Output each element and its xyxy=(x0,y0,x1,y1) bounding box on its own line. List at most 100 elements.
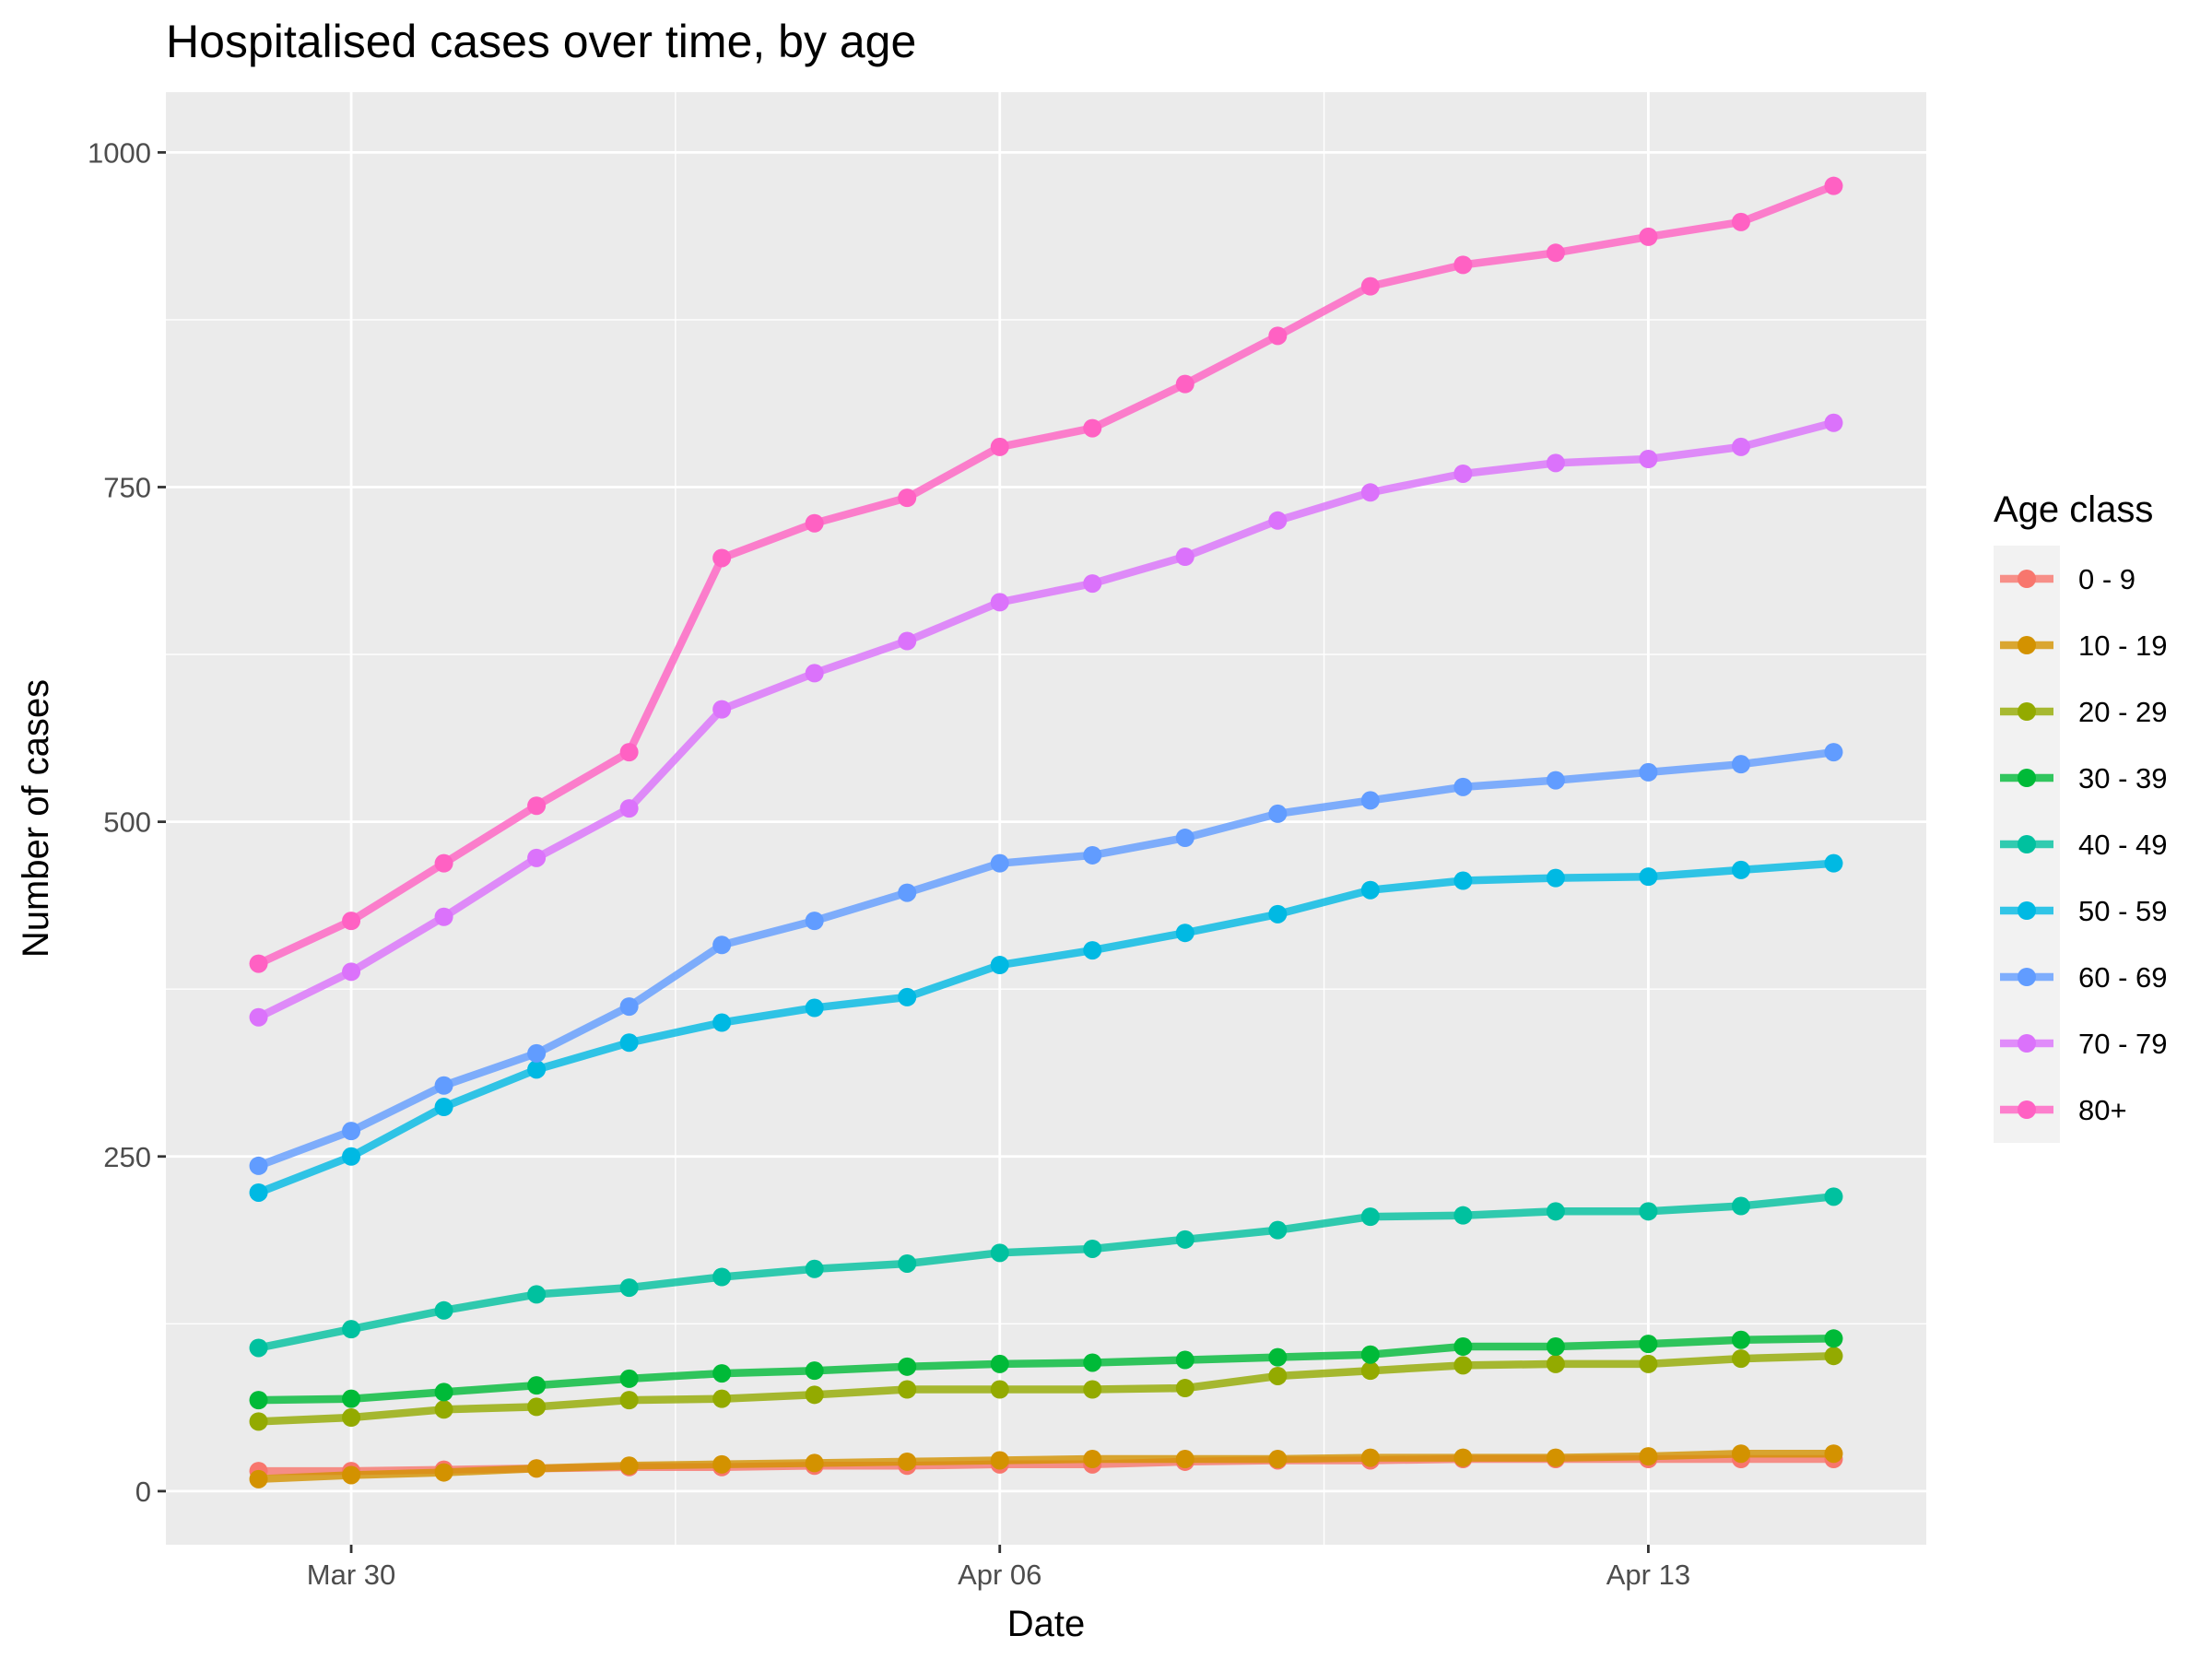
series-line-80 xyxy=(256,182,1836,968)
data-point xyxy=(1546,771,1565,790)
data-point xyxy=(1824,176,1843,195)
data-point xyxy=(1546,1448,1565,1467)
data-point xyxy=(898,1253,917,1273)
series-line-40-49 xyxy=(257,1193,1834,1352)
legend-key-point xyxy=(2018,636,2036,654)
data-point xyxy=(805,1385,824,1405)
series-40-49 xyxy=(249,1187,1843,1358)
legend-label: 20 - 29 xyxy=(2078,696,2168,728)
data-point xyxy=(619,997,639,1017)
legend-title: Age class xyxy=(1994,489,2153,530)
data-point xyxy=(1360,880,1380,900)
data-point xyxy=(712,700,732,719)
data-point xyxy=(249,1156,268,1175)
data-point xyxy=(527,848,547,867)
data-point xyxy=(805,664,824,683)
legend-item: 40 - 49 xyxy=(2000,829,2168,861)
data-point xyxy=(712,1013,732,1032)
x-tick-label: Apr 13 xyxy=(1606,1559,1690,1591)
data-point xyxy=(898,1452,917,1471)
x-axis: Mar 30 Apr 06 Apr 13 xyxy=(307,1545,1690,1591)
y-axis-title: Number of cases xyxy=(16,679,56,958)
data-point xyxy=(434,853,453,873)
data-point xyxy=(1824,1347,1843,1366)
data-point xyxy=(527,1043,547,1063)
data-point xyxy=(1453,1448,1473,1467)
data-point xyxy=(1453,1206,1473,1225)
series-60-69 xyxy=(249,743,1843,1175)
data-point xyxy=(1731,860,1750,879)
data-point xyxy=(1268,511,1288,530)
data-point xyxy=(1360,791,1380,810)
legend-item: 10 - 19 xyxy=(2000,629,2168,662)
data-point xyxy=(805,1453,824,1473)
data-point xyxy=(1453,1337,1473,1357)
data-point xyxy=(1731,212,1750,231)
data-point xyxy=(434,1463,453,1482)
data-point xyxy=(898,1380,917,1399)
legend-label: 10 - 19 xyxy=(2078,629,2168,662)
data-point xyxy=(1639,449,1658,468)
data-point xyxy=(712,1389,732,1408)
legend: Age class 0 - 9 10 - 19 20 - 29 30 - 39 40 -… xyxy=(1994,489,2168,1143)
data-point xyxy=(342,1408,361,1428)
y-tick-label: 1000 xyxy=(88,136,151,169)
data-point xyxy=(619,1391,639,1410)
data-point xyxy=(1546,868,1565,888)
data-point xyxy=(1546,453,1565,473)
data-point xyxy=(249,954,268,973)
series-line-60-69 xyxy=(257,747,1835,1170)
data-point xyxy=(1083,418,1102,438)
data-point xyxy=(342,1320,361,1339)
series-50-59 xyxy=(249,853,1843,1202)
data-point xyxy=(1268,804,1288,823)
legend-item: 0 - 9 xyxy=(2000,563,2136,595)
data-point xyxy=(712,1364,732,1383)
legend-items: 0 - 9 10 - 19 20 - 29 30 - 39 40 - 49 50 - 59… xyxy=(2000,563,2168,1126)
data-point xyxy=(527,1459,547,1478)
data-point xyxy=(898,987,917,1006)
data-point xyxy=(527,1376,547,1395)
data-point xyxy=(1175,1379,1194,1398)
data-point xyxy=(1639,867,1658,887)
data-point xyxy=(1731,1330,1750,1349)
y-tick-label: 750 xyxy=(103,471,151,503)
series-line-70-79 xyxy=(256,418,1835,1021)
data-point xyxy=(527,1397,547,1417)
data-point xyxy=(1083,845,1102,865)
x-tick-label: Apr 06 xyxy=(958,1559,1041,1591)
data-point xyxy=(1639,1335,1658,1354)
data-point xyxy=(898,631,917,651)
legend-item: 50 - 59 xyxy=(2000,895,2168,927)
series-line-50-59 xyxy=(256,859,1834,1196)
data-point xyxy=(619,799,639,818)
series-70-79 xyxy=(249,413,1843,1027)
data-point xyxy=(527,1060,547,1079)
data-point xyxy=(898,488,917,508)
data-point xyxy=(434,1098,453,1117)
data-point xyxy=(1453,777,1473,796)
data-point xyxy=(1731,1444,1750,1464)
data-point xyxy=(249,1391,268,1410)
legend-key-point xyxy=(2018,835,2036,853)
plot-panel xyxy=(166,92,1926,1545)
data-point xyxy=(1546,1337,1565,1357)
data-point xyxy=(990,956,1009,975)
series-20-29 xyxy=(249,1347,1843,1431)
legend-item: 70 - 79 xyxy=(2000,1028,2168,1060)
data-point xyxy=(805,513,824,533)
data-point xyxy=(1083,1239,1102,1258)
data-point xyxy=(805,1259,824,1278)
data-point xyxy=(990,853,1009,873)
data-point xyxy=(342,962,361,982)
y-tick-label: 250 xyxy=(103,1141,151,1173)
data-point xyxy=(990,1354,1009,1373)
data-point xyxy=(434,907,453,926)
data-point xyxy=(712,548,732,568)
data-point xyxy=(342,1122,361,1141)
data-point xyxy=(712,1454,732,1474)
data-point xyxy=(249,1182,268,1202)
data-point xyxy=(1175,924,1194,943)
data-point xyxy=(1175,1350,1194,1370)
data-point xyxy=(1453,464,1473,483)
